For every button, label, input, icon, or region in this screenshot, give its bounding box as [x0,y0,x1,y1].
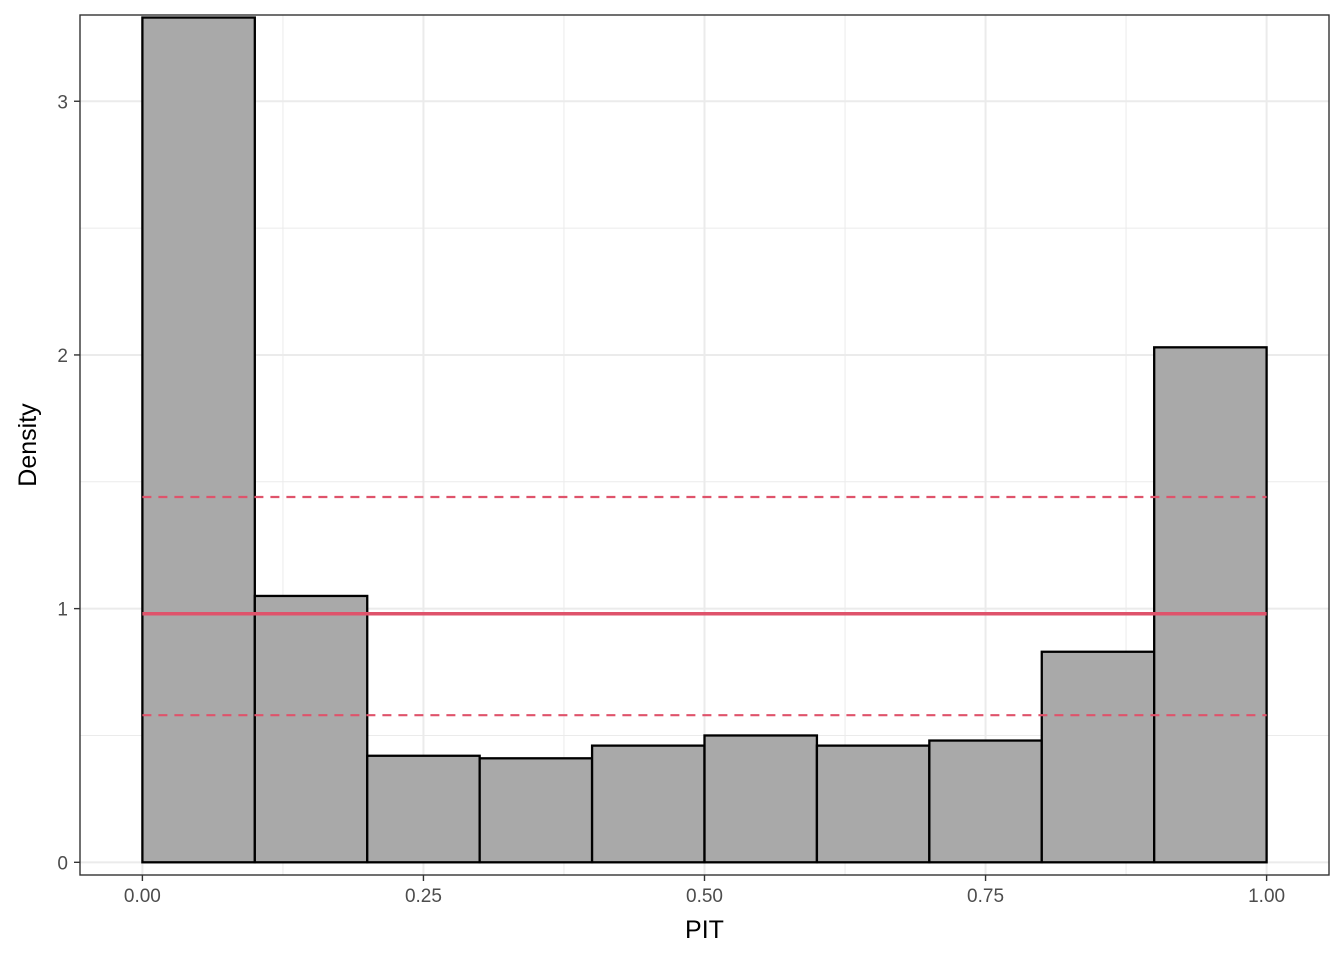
histogram-bar [590,744,706,864]
histogram-bar [703,734,819,864]
y-axis-title: Density [14,403,42,487]
histogram-bar [253,594,369,864]
histogram-bar [478,757,594,864]
histogram-bar [366,754,481,864]
histogram-bar [141,16,256,864]
histogram-bar [928,739,1043,864]
x-tick-label: 0.25 [405,886,442,907]
histogram-bars [141,16,1268,864]
histogram-bar [1153,346,1268,864]
x-tick-label: 0.00 [124,886,161,907]
x-tick-label: 0.75 [967,886,1004,907]
histogram-bar [815,744,931,864]
y-tick-label: 3 [57,92,68,113]
histogram-bar [1040,650,1156,864]
x-axis-title: PIT [685,916,724,944]
y-tick-label: 1 [57,600,68,621]
y-tick-label: 2 [57,346,68,367]
x-axis: 0.00 0.25 0.50 0.75 1.00 [124,875,1285,907]
x-tick-label: 0.50 [686,886,723,907]
reference-lines [142,495,1267,717]
y-tick-label: 0 [57,853,68,874]
x-tick-label: 1.00 [1248,886,1285,907]
y-axis: 0 1 2 3 [57,92,80,874]
